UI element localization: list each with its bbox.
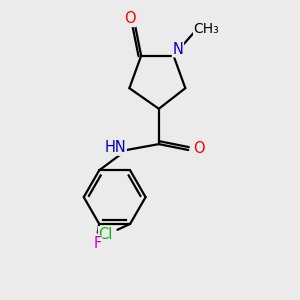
Text: O: O [193, 141, 204, 156]
Text: N: N [172, 42, 183, 57]
Text: F: F [94, 236, 102, 251]
Text: HN: HN [104, 140, 126, 155]
Text: Cl: Cl [98, 227, 113, 242]
Text: O: O [124, 11, 136, 26]
Text: CH₃: CH₃ [194, 22, 219, 36]
